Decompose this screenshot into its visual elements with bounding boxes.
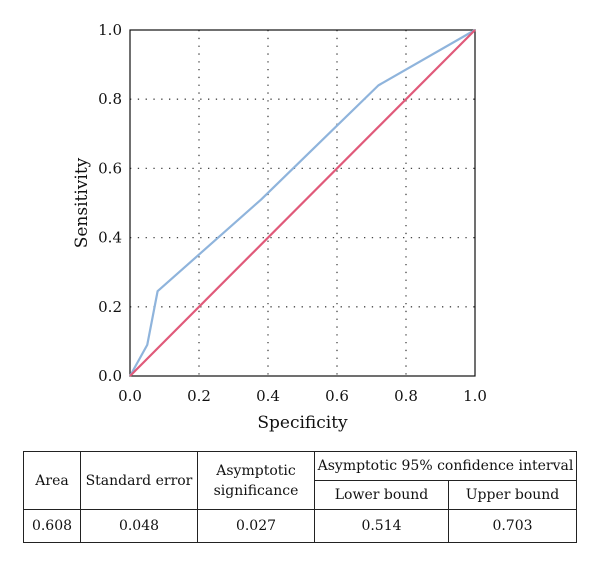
- cell-standard-error: 0.048: [80, 509, 198, 543]
- x-tick-label: 0.2: [187, 387, 211, 405]
- y-tick-label: 0.0: [98, 367, 122, 385]
- y-axis-label: Sensitivity: [72, 157, 92, 248]
- x-tick-label: 0.0: [118, 387, 142, 405]
- x-axis-label: Specificity: [257, 413, 348, 433]
- reference-diagonal-line: [129, 29, 476, 377]
- header-confidence-interval: Asymptotic 95% confidence interval: [314, 451, 577, 481]
- x-axis-ticks: 0.0 0.2 0.4 0.6 0.8 1.0: [118, 387, 487, 405]
- series-group: [129, 29, 476, 377]
- y-tick-label: 0.4: [98, 229, 122, 247]
- y-axis-ticks: 0.0 0.2 0.4 0.6 0.8 1.0: [98, 21, 122, 385]
- grid-lines: [130, 30, 475, 376]
- cell-lower-bound: 0.514: [314, 509, 449, 543]
- roc-chart: 0.0 0.2 0.4 0.6 0.8 1.0 0.0 0.2 0.4 0.6 0.8 1.0 Sp…: [72, 21, 487, 433]
- y-tick-label: 0.6: [98, 159, 122, 177]
- header-area: Area: [23, 451, 81, 510]
- roc-curve-line: [129, 29, 476, 377]
- cell-asymptotic-significance: 0.027: [197, 509, 315, 543]
- roc-statistics-table: Area Standard error Asymptotic significa…: [23, 451, 577, 543]
- cell-upper-bound: 0.703: [448, 509, 577, 543]
- header-lower-bound: Lower bound: [314, 480, 449, 510]
- y-tick-label: 0.2: [98, 298, 122, 316]
- x-tick-label: 0.4: [256, 387, 280, 405]
- x-tick-label: 0.6: [325, 387, 349, 405]
- plot-frame: [129, 29, 476, 377]
- x-tick-label: 1.0: [463, 387, 487, 405]
- header-standard-error: Standard error: [80, 451, 198, 510]
- y-tick-label: 1.0: [98, 21, 122, 39]
- x-tick-label: 0.8: [394, 387, 418, 405]
- header-asymptotic-significance: Asymptotic significance: [197, 451, 315, 510]
- y-tick-label: 0.8: [98, 90, 122, 108]
- header-upper-bound: Upper bound: [448, 480, 577, 510]
- cell-area: 0.608: [23, 509, 81, 543]
